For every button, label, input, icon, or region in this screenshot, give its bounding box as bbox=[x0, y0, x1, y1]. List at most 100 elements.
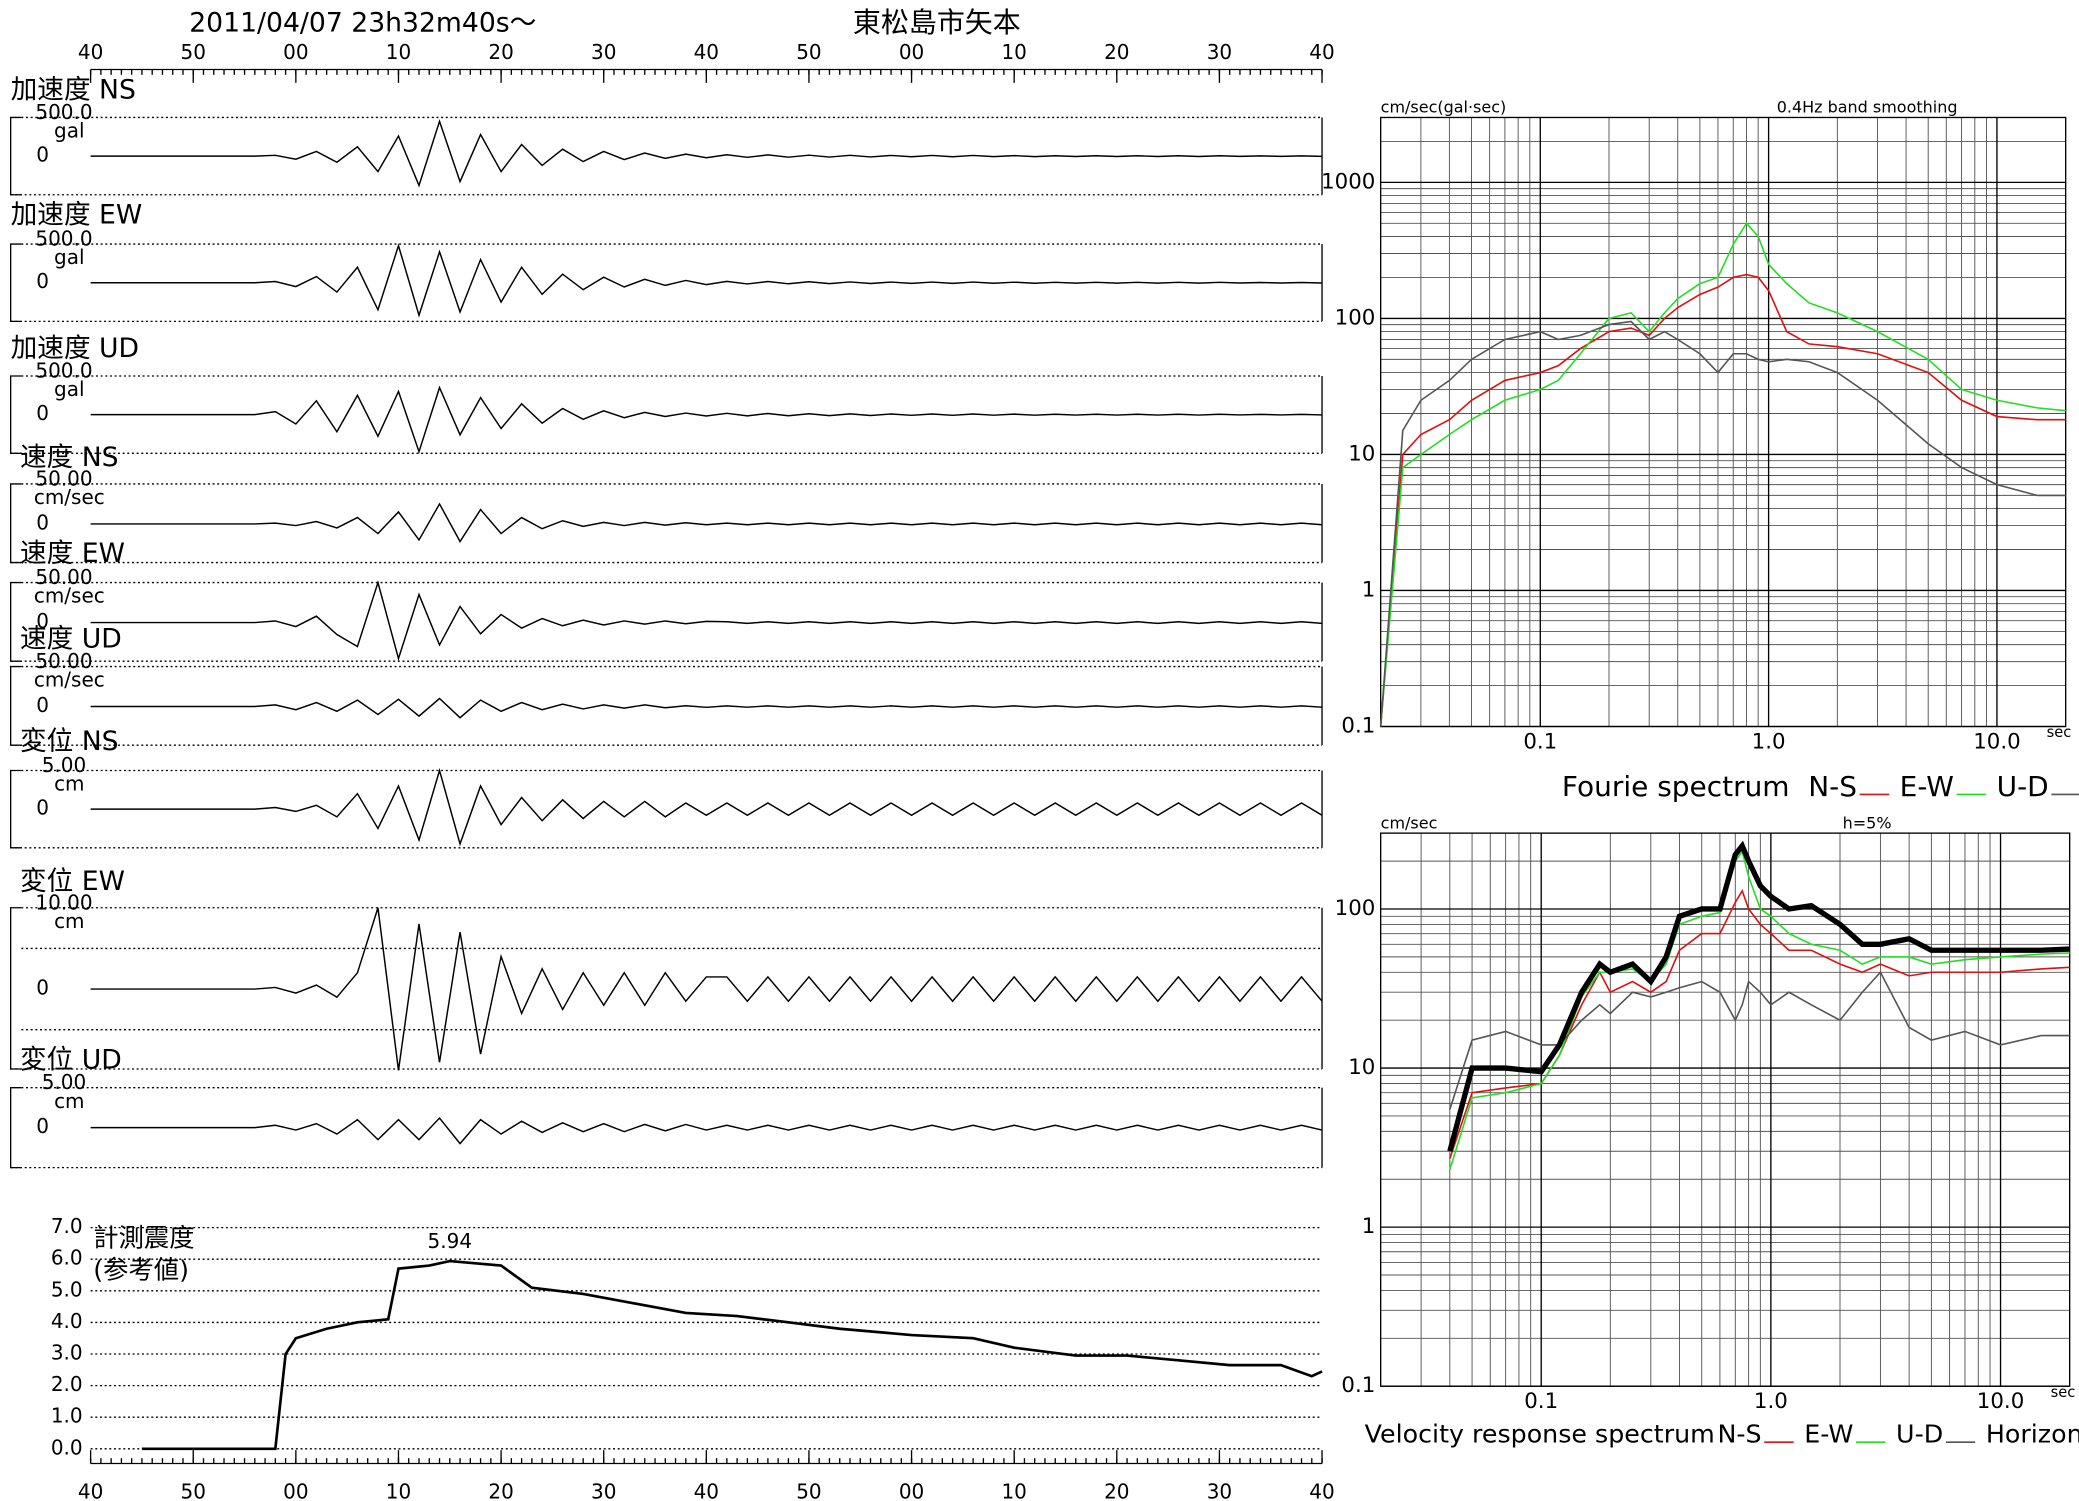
unit-label: cm/sec bbox=[34, 584, 105, 608]
x-tick-label: 30 bbox=[1207, 1479, 1232, 1501]
y-tick-label: 10 bbox=[1348, 441, 1375, 466]
panel-title: 変位 NS bbox=[20, 726, 119, 757]
waveform bbox=[90, 385, 1323, 455]
x-tick-label: 00 bbox=[899, 1479, 924, 1501]
annotation: h=5% bbox=[1843, 813, 1892, 832]
y-tick-label: 10.00 bbox=[35, 890, 92, 914]
y-tick-label: 0 bbox=[36, 510, 49, 534]
x-tick-label: 40 bbox=[78, 1479, 103, 1501]
x-tick-label: 20 bbox=[488, 40, 513, 64]
legend-label: Horizon bbox=[1986, 1419, 2079, 1449]
y-tick-label: 100 bbox=[1335, 896, 1376, 921]
y-tick-label: 1000 bbox=[1321, 169, 1375, 194]
y-tick-label: 50.00 bbox=[35, 565, 92, 589]
y-tick-label: 0 bbox=[36, 976, 49, 1000]
waveform bbox=[90, 1116, 1323, 1145]
y-axis-label: cm/sec bbox=[1381, 813, 1438, 832]
x-tick-label: 00 bbox=[283, 1479, 308, 1501]
y-tick-label: 0 bbox=[36, 609, 49, 633]
y-tick-label: 7.0 bbox=[51, 1214, 83, 1238]
panel-bracket bbox=[9, 243, 22, 323]
spectrum-line bbox=[1379, 273, 2066, 727]
panel-title: 加速度 UD bbox=[11, 333, 139, 364]
legend-label: E-W bbox=[1900, 770, 1954, 803]
x-tick-label: 40 bbox=[78, 40, 103, 64]
x-tick-label: 50 bbox=[796, 40, 821, 64]
unit-label: gal bbox=[54, 245, 84, 269]
y-tick-label: 5.00 bbox=[42, 1070, 87, 1094]
caption: Fourie spectrum bbox=[1562, 770, 1790, 803]
x-tick-label: 10 bbox=[386, 40, 411, 64]
intensity-line bbox=[141, 1259, 1323, 1451]
plot-frame bbox=[1380, 116, 2067, 728]
x-tick-label: 30 bbox=[1207, 40, 1232, 64]
spectrum-line bbox=[1449, 849, 2070, 1170]
station: 東松島市矢本 bbox=[853, 6, 1021, 39]
waveform bbox=[90, 243, 1323, 318]
x-tick-label: 30 bbox=[591, 40, 616, 64]
y-tick-label: 500.0 bbox=[35, 100, 92, 124]
x-tick-label: 1.0 bbox=[1754, 1389, 1788, 1414]
y-tick-label: 0.1 bbox=[1341, 1373, 1375, 1398]
y-axis-label: cm/sec(gal·sec) bbox=[1381, 98, 1507, 117]
unit-label: gal bbox=[54, 119, 84, 143]
x-axis-label: sec bbox=[2051, 1384, 2076, 1401]
y-tick-label: 50.00 bbox=[35, 466, 92, 490]
x-tick-label: 00 bbox=[899, 40, 924, 64]
waveform bbox=[90, 502, 1323, 543]
unit-label: cm bbox=[54, 909, 84, 933]
unit-label: cm bbox=[54, 1089, 84, 1113]
waveform bbox=[90, 907, 1323, 1071]
waveform bbox=[90, 579, 1323, 662]
spectrum-line bbox=[1447, 840, 2070, 1152]
y-tick-label: 6.0 bbox=[51, 1246, 83, 1270]
x-tick-label: 10.0 bbox=[1977, 1389, 2024, 1414]
panel-title: 加速度 NS bbox=[11, 74, 136, 105]
legend-label: E-W bbox=[1804, 1419, 1853, 1449]
unit-label: cm bbox=[54, 772, 84, 796]
panel-title: 速度 NS bbox=[20, 442, 119, 473]
legend-label: N-S bbox=[1808, 770, 1857, 803]
y-tick-label: 1.0 bbox=[51, 1404, 83, 1428]
datetime: 2011/04/07 23h32m40s〜 bbox=[189, 8, 536, 39]
panel-bracket bbox=[9, 116, 22, 196]
plot-frame bbox=[1380, 832, 2071, 1387]
x-tick-label: 50 bbox=[181, 40, 206, 64]
y-tick-label: 5.0 bbox=[51, 1277, 83, 1301]
x-tick-label: 20 bbox=[1104, 1479, 1129, 1501]
waveform bbox=[90, 767, 1323, 847]
legend-label: U-D bbox=[1997, 770, 2049, 803]
y-tick-label: 5.00 bbox=[42, 753, 87, 777]
y-tick-label: 10 bbox=[1348, 1055, 1375, 1080]
annotation: 0.4Hz band smoothing bbox=[1777, 98, 1958, 117]
y-tick-label: 2.0 bbox=[51, 1372, 83, 1396]
panel-title: 変位 UD bbox=[20, 1045, 122, 1076]
x-tick-label: 0.1 bbox=[1524, 1389, 1558, 1414]
y-tick-label: 0.1 bbox=[1341, 714, 1375, 739]
unit-label: gal bbox=[54, 377, 84, 401]
y-tick-label: 1 bbox=[1362, 1214, 1376, 1239]
x-tick-label: 1.0 bbox=[1752, 730, 1786, 755]
x-tick-label: 10 bbox=[386, 1479, 411, 1501]
legend-label: N-S bbox=[1717, 1419, 1761, 1449]
y-tick-label: 0 bbox=[36, 693, 49, 717]
legend-label: U-D bbox=[1896, 1419, 1943, 1449]
spectrum-line bbox=[1379, 320, 2066, 727]
y-tick-label: 50.00 bbox=[35, 649, 92, 673]
x-tick-label: 0.1 bbox=[1523, 730, 1557, 755]
y-tick-label: 0 bbox=[36, 796, 49, 820]
subtitle: (参考値) bbox=[93, 1255, 189, 1285]
x-tick-label: 40 bbox=[1309, 40, 1334, 64]
waveform bbox=[90, 118, 1323, 188]
y-tick-label: 3.0 bbox=[51, 1341, 83, 1365]
panel-bracket bbox=[9, 769, 22, 849]
x-tick-label: 20 bbox=[488, 1479, 513, 1501]
x-tick-label: 50 bbox=[796, 1479, 821, 1501]
x-tick-label: 40 bbox=[694, 40, 719, 64]
x-tick-label: 40 bbox=[1309, 1479, 1334, 1501]
panel-title: 速度 EW bbox=[20, 538, 125, 569]
title: 計測震度 bbox=[93, 1223, 194, 1253]
y-tick-label: 0 bbox=[36, 269, 49, 293]
